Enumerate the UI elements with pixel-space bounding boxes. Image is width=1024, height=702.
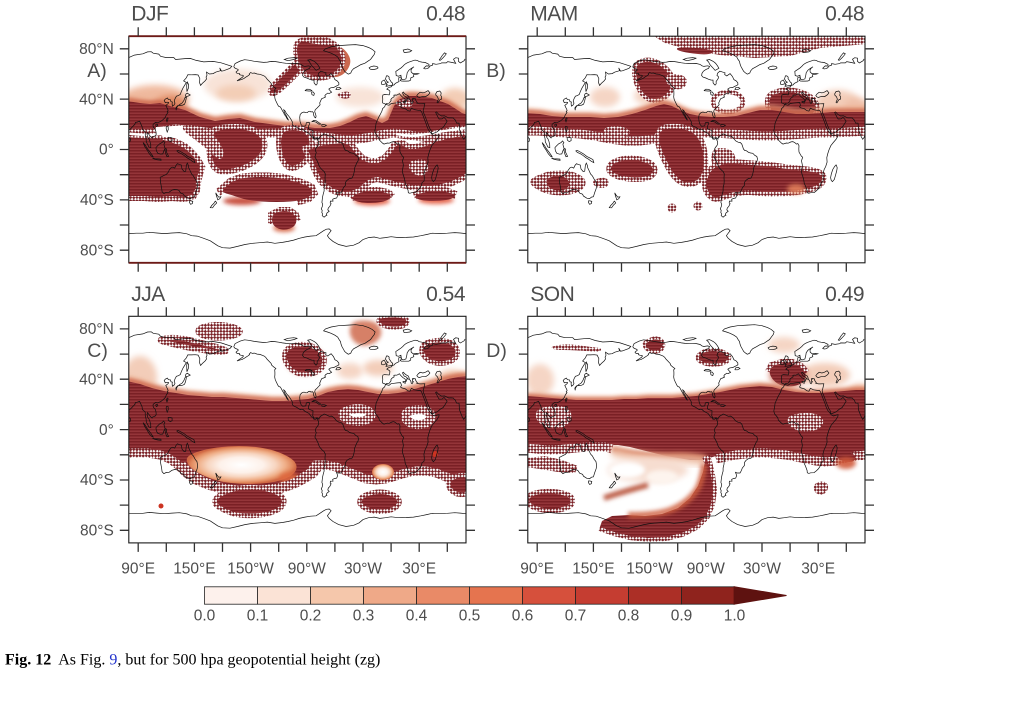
svg-text:0.1: 0.1 <box>247 608 269 625</box>
svg-text:0.54: 0.54 <box>426 283 466 306</box>
svg-text:0.4: 0.4 <box>406 608 428 625</box>
svg-text:40°N: 40°N <box>79 371 114 388</box>
svg-text:0°: 0° <box>99 142 114 159</box>
svg-text:40°S: 40°S <box>80 472 114 489</box>
svg-text:0.3: 0.3 <box>353 608 375 625</box>
svg-text:150°E: 150°E <box>173 560 215 577</box>
svg-text:0.5: 0.5 <box>459 608 481 625</box>
svg-text:DJF: DJF <box>131 3 168 26</box>
svg-text:150°W: 150°W <box>626 560 673 577</box>
svg-text:0.49: 0.49 <box>825 283 864 306</box>
svg-text:0.48: 0.48 <box>426 3 465 26</box>
svg-text:A): A) <box>87 60 107 82</box>
svg-text:80°S: 80°S <box>80 523 114 540</box>
svg-text:80°S: 80°S <box>80 242 114 259</box>
svg-text:B): B) <box>486 60 506 82</box>
svg-text:30°E: 30°E <box>402 560 436 577</box>
svg-text:90°W: 90°W <box>288 560 326 577</box>
svg-text:0°: 0° <box>99 422 114 439</box>
svg-text:JJA: JJA <box>131 283 165 306</box>
svg-text:30°W: 30°W <box>344 560 382 577</box>
svg-text:0.6: 0.6 <box>512 608 534 625</box>
svg-text:D): D) <box>486 340 507 362</box>
svg-text:0.9: 0.9 <box>671 608 693 625</box>
svg-text:150°W: 150°W <box>227 560 274 577</box>
svg-text:SON: SON <box>530 283 574 306</box>
svg-text:90°E: 90°E <box>520 560 554 577</box>
svg-text:0.2: 0.2 <box>300 608 322 625</box>
svg-text:0.0: 0.0 <box>194 608 216 625</box>
svg-text:30°E: 30°E <box>801 560 835 577</box>
svg-text:150°E: 150°E <box>572 560 614 577</box>
svg-text:0.7: 0.7 <box>565 608 587 625</box>
svg-text:40°S: 40°S <box>80 192 114 209</box>
svg-text:0.48: 0.48 <box>825 3 864 26</box>
svg-text:80°N: 80°N <box>79 321 114 338</box>
svg-text:MAM: MAM <box>530 3 578 26</box>
svg-text:C): C) <box>87 340 108 362</box>
svg-text:1.0: 1.0 <box>724 608 746 625</box>
svg-text:90°W: 90°W <box>687 560 725 577</box>
svg-text:0.8: 0.8 <box>618 608 640 625</box>
svg-text:40°N: 40°N <box>79 91 114 108</box>
svg-text:90°E: 90°E <box>121 560 155 577</box>
svg-text:80°N: 80°N <box>79 41 114 58</box>
svg-text:30°W: 30°W <box>743 560 781 577</box>
